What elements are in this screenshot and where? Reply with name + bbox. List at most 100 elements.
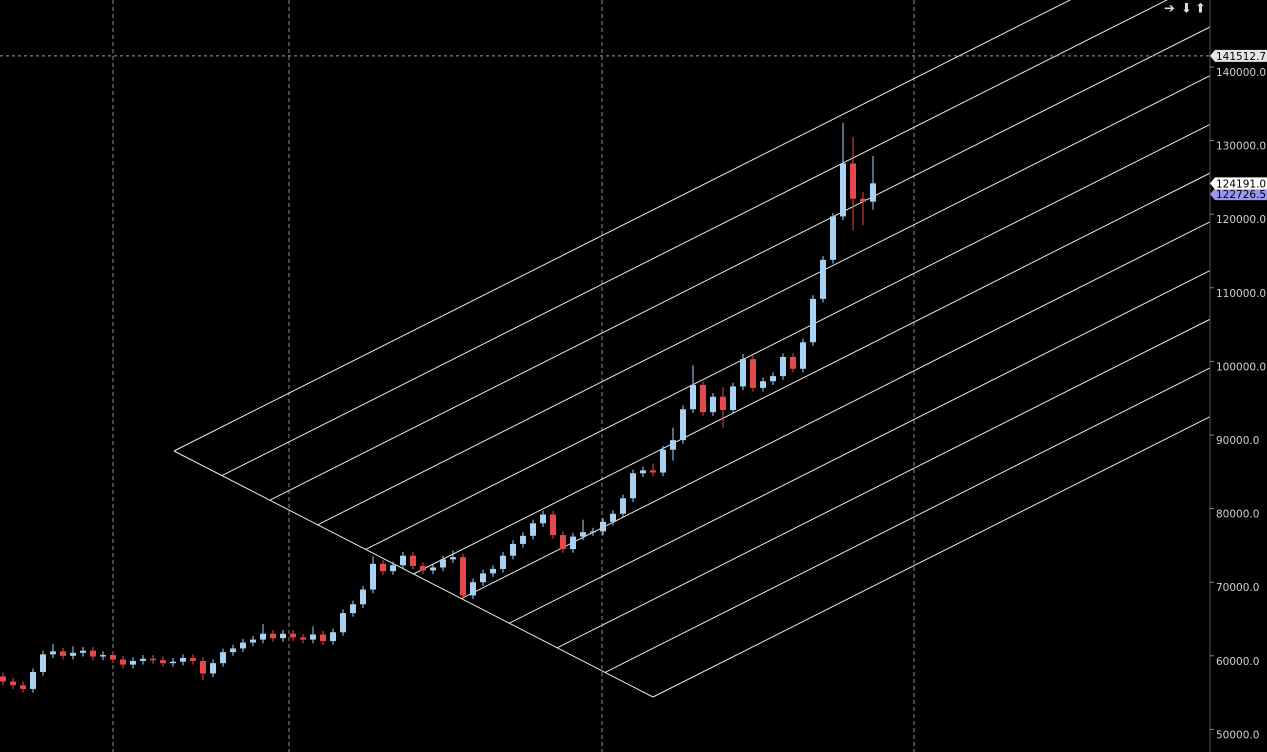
fan-line [221,0,1168,477]
candle-body [70,652,76,656]
candle-body [750,359,756,388]
candle-body [320,634,326,642]
candle-body [360,589,366,605]
candle-body [530,523,536,536]
fan-line [269,26,1211,501]
candle-body [870,183,876,202]
candle-body [440,559,446,568]
price-tag-text: 124191.0 [1216,178,1266,190]
candle-body [610,513,616,522]
candle-body [490,568,496,574]
candle-body [10,681,16,686]
candle-body [450,557,456,560]
candle-body [420,566,426,571]
candle-body [540,514,546,524]
candle-body [80,650,86,653]
candle-body [150,658,156,661]
candle-body [630,473,636,499]
fan-line [604,367,1211,673]
candle-body [400,555,406,566]
y-tick-label: 70000.0 [1216,582,1259,594]
candle-body [640,470,646,474]
candle-body [390,565,396,572]
candle-body [240,642,246,649]
candle-body [550,514,556,536]
candle-body [60,651,66,656]
candle-body [780,356,786,377]
y-tick-label: 120000.0 [1216,214,1266,226]
price-tag-text: 141512.7 [1216,51,1266,63]
nav-arrows[interactable]: ➔ ⬇ ⬆ [1164,2,1206,17]
candle-body [430,567,436,571]
candle-body [270,633,276,639]
candle-body [230,648,236,653]
arrow-down[interactable]: ⬇ [1181,2,1192,17]
fan-line [509,270,1211,624]
pitchfork-tool [173,0,1211,698]
candle-body [200,660,206,674]
candle-body [120,659,126,665]
candle-body [730,386,736,410]
candle-body [250,639,256,643]
y-tick-label: 110000.0 [1216,288,1266,300]
candle-body [830,216,836,260]
candle-body [710,396,716,413]
crosshair-label: 141512.7 [1210,49,1267,63]
candle-body [580,532,586,537]
arrow-up[interactable]: ⬆ [1195,2,1206,17]
last-price-label: 124191.0 [1210,177,1267,190]
y-tick-label: 100000.0 [1216,361,1266,373]
candle-body [810,298,816,343]
candle-body [340,613,346,633]
candle-body [770,376,776,382]
candle-body [90,650,96,657]
candle-body [0,676,6,682]
candle-body [350,604,356,614]
candle-body [680,409,686,441]
candle-body [130,660,136,665]
candle-body [50,651,56,655]
y-tick-label: 80000.0 [1216,509,1259,521]
candle-body [570,536,576,550]
candle-body [590,531,596,533]
price-tag-text: 122726.5 [1216,189,1266,201]
candle-body [410,555,416,567]
candle-body [860,198,866,202]
candle-body [40,654,46,672]
candle-body [820,259,826,299]
candle-body [720,396,726,410]
fan-line [652,416,1211,698]
y-tick-label: 90000.0 [1216,435,1259,447]
candle-body [310,634,316,640]
candle-body [480,573,486,583]
arrow-right[interactable]: ➔ [1164,2,1175,17]
candle-body [110,655,116,660]
price-tag [1210,188,1267,201]
second-price-label: 122726.5 [1210,188,1267,201]
candle-body [170,661,176,664]
candle-body [850,163,856,199]
candle-body [800,342,806,369]
candle-body [370,563,376,590]
candle-body [670,440,676,450]
fan-line [365,123,1211,550]
candle-body [520,535,526,544]
fan-line [413,172,1211,575]
candle-body [650,470,656,473]
candle-body [460,557,466,596]
y-tick-label: 60000.0 [1216,656,1259,668]
price-tag [1210,177,1267,190]
candle-body [210,663,216,674]
candle-body [220,652,226,664]
candle-body [510,543,516,556]
candle-body [690,384,696,410]
candle-body [470,582,476,596]
candle-body [300,637,306,640]
candle-body [290,633,296,638]
candle-body [840,163,846,217]
candle-body [760,381,766,388]
y-tick-label: 50000.0 [1216,729,1259,741]
candle-body [740,359,746,387]
fan-line [173,0,1072,452]
